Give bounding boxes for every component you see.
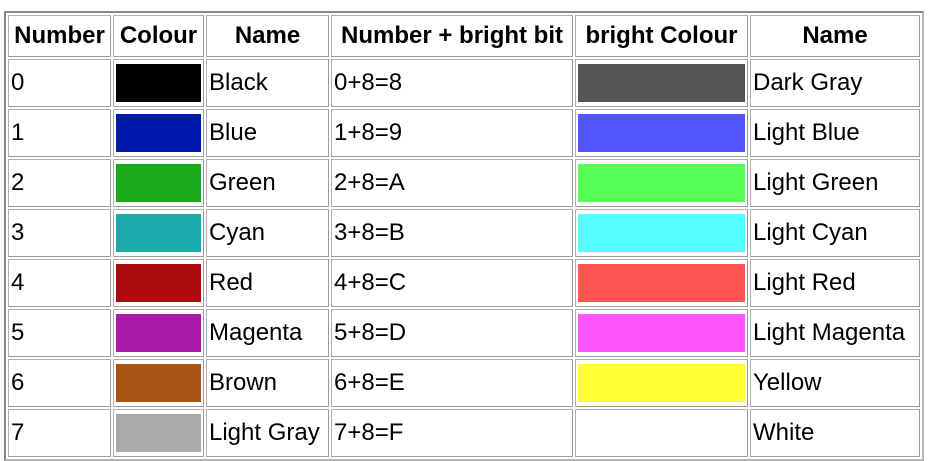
table-body: 0 Black 0+8=8 Dark Gray 1 Blue 1+8=9 Light Blue… — [8, 59, 920, 457]
bright-colour-name: Light Green — [750, 159, 920, 207]
table-row: 1 Blue 1+8=9 Light Blue — [8, 109, 920, 157]
header-name: Name — [206, 15, 329, 57]
colour-name: Light Gray — [206, 409, 329, 457]
bright-colour-swatch — [578, 414, 745, 452]
colour-swatch — [116, 414, 201, 452]
header-colour: Colour — [113, 15, 204, 57]
bright-number: 6+8=E — [331, 359, 573, 407]
bright-colour-swatch-cell — [575, 209, 748, 257]
header-bright-name: Name — [750, 15, 920, 57]
bright-number: 4+8=C — [331, 259, 573, 307]
bright-number: 2+8=A — [331, 159, 573, 207]
colour-number: 3 — [8, 209, 111, 257]
bright-colour-swatch — [578, 264, 745, 302]
bright-colour-swatch — [578, 214, 745, 252]
bright-number: 1+8=9 — [331, 109, 573, 157]
table-row: 4 Red 4+8=C Light Red — [8, 259, 920, 307]
bright-colour-name: Light Red — [750, 259, 920, 307]
bright-colour-swatch-cell — [575, 409, 748, 457]
bright-colour-swatch — [578, 164, 745, 202]
bright-colour-swatch — [578, 64, 745, 102]
bright-colour-swatch-cell — [575, 59, 748, 107]
header-number: Number — [8, 15, 111, 57]
header-row: Number Colour Name Number + bright bit b… — [8, 15, 920, 57]
bright-colour-swatch-cell — [575, 359, 748, 407]
colour-name: Cyan — [206, 209, 329, 257]
colour-swatch-cell — [113, 309, 204, 357]
colour-name: Brown — [206, 359, 329, 407]
bright-colour-name: White — [750, 409, 920, 457]
table-row: 3 Cyan 3+8=B Light Cyan — [8, 209, 920, 257]
colour-swatch — [116, 314, 201, 352]
colour-swatch-cell — [113, 109, 204, 157]
colour-name: Green — [206, 159, 329, 207]
table-row: 5 Magenta 5+8=D Light Magenta — [8, 309, 920, 357]
bright-colour-swatch-cell — [575, 109, 748, 157]
colour-name: Blue — [206, 109, 329, 157]
colour-swatch-cell — [113, 409, 204, 457]
bright-colour-name: Yellow — [750, 359, 920, 407]
table-row: 6 Brown 6+8=E Yellow — [8, 359, 920, 407]
colour-table: Number Colour Name Number + bright bit b… — [4, 11, 924, 461]
colour-swatch-cell — [113, 59, 204, 107]
colour-number: 1 — [8, 109, 111, 157]
bright-colour-name: Light Magenta — [750, 309, 920, 357]
colour-number: 0 — [8, 59, 111, 107]
bright-colour-swatch-cell — [575, 259, 748, 307]
colour-name: Red — [206, 259, 329, 307]
bright-colour-name: Dark Gray — [750, 59, 920, 107]
colour-number: 6 — [8, 359, 111, 407]
bright-number: 0+8=8 — [331, 59, 573, 107]
header-bright-colour: bright Colour — [575, 15, 748, 57]
colour-swatch-cell — [113, 359, 204, 407]
bright-colour-swatch — [578, 114, 745, 152]
colour-swatch — [116, 64, 201, 102]
table-row: 7 Light Gray 7+8=F White — [8, 409, 920, 457]
colour-swatch — [116, 164, 201, 202]
colour-name: Black — [206, 59, 329, 107]
bright-colour-name: Light Blue — [750, 109, 920, 157]
table-row: 0 Black 0+8=8 Dark Gray — [8, 59, 920, 107]
bright-number: 7+8=F — [331, 409, 573, 457]
colour-name: Magenta — [206, 309, 329, 357]
colour-swatch-cell — [113, 209, 204, 257]
bright-colour-swatch — [578, 314, 745, 352]
colour-swatch — [116, 364, 201, 402]
colour-swatch — [116, 114, 201, 152]
colour-swatch — [116, 214, 201, 252]
colour-swatch — [116, 264, 201, 302]
colour-number: 4 — [8, 259, 111, 307]
bright-colour-swatch — [578, 364, 745, 402]
colour-swatch-cell — [113, 259, 204, 307]
bright-number: 5+8=D — [331, 309, 573, 357]
bright-colour-swatch-cell — [575, 309, 748, 357]
colour-number: 7 — [8, 409, 111, 457]
bright-colour-name: Light Cyan — [750, 209, 920, 257]
colour-number: 2 — [8, 159, 111, 207]
bright-colour-swatch-cell — [575, 159, 748, 207]
table-row: 2 Green 2+8=A Light Green — [8, 159, 920, 207]
bright-number: 3+8=B — [331, 209, 573, 257]
header-number-bright-bit: Number + bright bit — [331, 15, 573, 57]
colour-swatch-cell — [113, 159, 204, 207]
colour-number: 5 — [8, 309, 111, 357]
